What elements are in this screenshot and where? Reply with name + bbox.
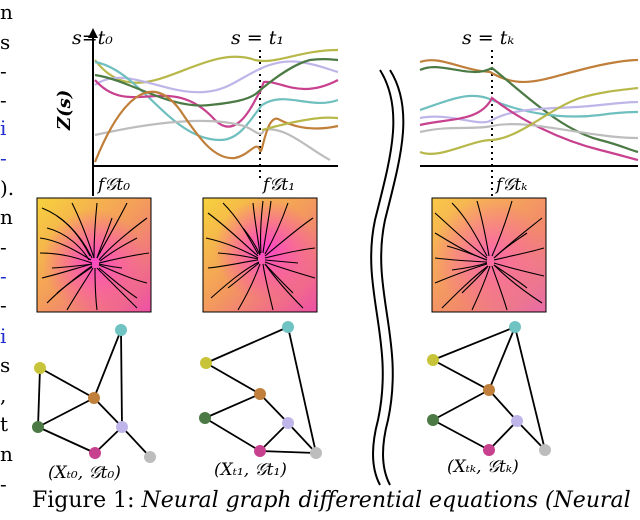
axis-break-right-line (380, 69, 405, 486)
left-fragment: - (0, 293, 7, 317)
left-series-yellow (94, 48, 339, 84)
vector-field-t1 (202, 197, 318, 313)
graph-t0-node-lavender (116, 421, 128, 433)
graph-tk-node-yellow (427, 354, 439, 366)
right-series-lavender (419, 100, 639, 124)
right-trajectory-plot (419, 50, 639, 196)
graph-label-t0: (Xₜ₀, 𝒢t₀) (48, 463, 121, 483)
graph-t1-node-yellow (200, 357, 212, 369)
left-plot-y-arrow (88, 28, 98, 38)
caption-italic-text: Neural graph differential equations (Neu… (141, 488, 631, 513)
caption-prefix: Figure 1: (32, 488, 135, 513)
left-fragment[interactable]: i (0, 324, 7, 348)
graph-t1-node-magenta (254, 445, 266, 457)
vector-field-t0 (36, 197, 152, 313)
graph-t1-node-green (199, 412, 211, 424)
figure-caption: Figure 1: Neural graph differential equa… (32, 488, 631, 513)
left-fragment: , (0, 383, 7, 407)
graph-t0-node-magenta (89, 447, 101, 459)
graph-t0-node-teal (115, 324, 127, 336)
left-fragment: s (0, 30, 11, 54)
left-fragment: - (0, 59, 7, 83)
graph-t0-node-yellow (34, 362, 46, 374)
left-fragment[interactable]: - (0, 264, 7, 288)
graph-tk-node-orange (483, 384, 495, 396)
graph-t0 (32, 324, 156, 463)
left-fragment: - (0, 472, 7, 496)
vector-field-tk (431, 197, 547, 313)
graph-t0-node-orange (88, 392, 100, 404)
graph-tk-node-green (427, 414, 439, 426)
right-series-orange (419, 58, 639, 84)
y-axis-label: Z(s) (54, 90, 75, 131)
graph-t1-node-gray (310, 447, 322, 459)
right-series-gray (419, 123, 639, 140)
right-series-green (419, 66, 639, 154)
left-fragment: s (0, 353, 11, 377)
graph-t1-node-lavender (282, 417, 294, 429)
left-fragment: - (0, 235, 7, 259)
left-fragment: n (0, 442, 13, 466)
left-series-orange (93, 90, 339, 163)
graph-tk-node-lavender (511, 415, 523, 427)
left-fragment: t (0, 412, 9, 436)
graph-t1-node-teal (282, 321, 294, 333)
left-series-gray (94, 119, 331, 161)
left-series-green (94, 58, 339, 107)
graph-label-tk: (Xₜₖ, 𝒢tₖ) (447, 457, 519, 477)
left-series-magenta (94, 79, 339, 128)
left-series-lavender (94, 60, 339, 94)
graph-tk-node-teal (509, 321, 521, 333)
left-fragment: n (0, 205, 13, 229)
axis-break-left-line (370, 69, 395, 486)
graph-t1 (199, 321, 322, 459)
left-fragment: n (0, 0, 13, 24)
graph-t1-node-orange (254, 388, 266, 400)
left-trajectory-plot (88, 28, 339, 196)
field-label-tk: f𝒢tₖ (494, 175, 527, 195)
graph-tk (427, 321, 551, 456)
right-series-teal (419, 94, 639, 118)
time-label-tk: s = tₖ (462, 27, 514, 49)
field-label-t1: f𝒢t₁ (261, 175, 295, 195)
left-fragment[interactable]: - (0, 146, 7, 170)
left-fragment: - (0, 88, 7, 112)
right-series-yellow (419, 86, 639, 155)
left-series-olive (261, 116, 339, 132)
field-label-t0: f𝒢t₀ (96, 175, 130, 195)
graph-label-t1: (Xₜ₁, 𝒢t₁) (214, 460, 287, 480)
graph-t0-node-gray (144, 451, 156, 463)
graph-tk-node-gray (539, 444, 551, 456)
graph-tk-node-magenta (483, 444, 495, 456)
left-fragment[interactable]: i (0, 116, 7, 140)
left-fragment: ). (0, 176, 15, 200)
graph-t0-node-green (32, 421, 44, 433)
time-label-t1: s = t₁ (231, 27, 284, 49)
